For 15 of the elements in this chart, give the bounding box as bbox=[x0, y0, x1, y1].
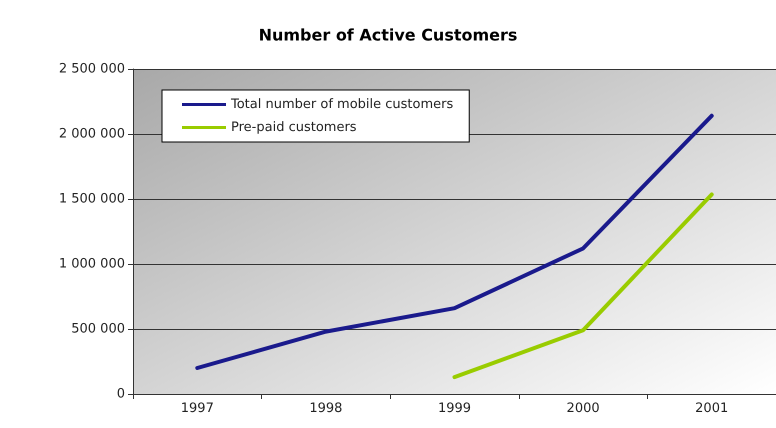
legend-label: Pre-paid customers bbox=[231, 120, 357, 135]
legend-label: Total number of mobile customers bbox=[230, 97, 454, 112]
y-tick-label: 500 000 bbox=[71, 322, 125, 336]
y-tick-label: 2 500 000 bbox=[58, 62, 125, 76]
x-tick-label: 1997 bbox=[180, 401, 214, 416]
y-tick-label: 2 000 000 bbox=[58, 126, 125, 142]
y-tick-label: 0 bbox=[116, 386, 125, 402]
x-tick-label: 2000 bbox=[566, 401, 600, 416]
y-tick-label: 1 000 000 bbox=[58, 256, 125, 272]
line-series bbox=[195, 114, 714, 370]
x-tick-label: 2001 bbox=[695, 401, 728, 416]
x-tick-label: 1998 bbox=[309, 401, 342, 416]
x-tick-label: 1999 bbox=[438, 401, 472, 416]
y-tick-label: 1 500 000 bbox=[58, 192, 125, 206]
chart-title: Number of Active Customers bbox=[258, 26, 518, 44]
